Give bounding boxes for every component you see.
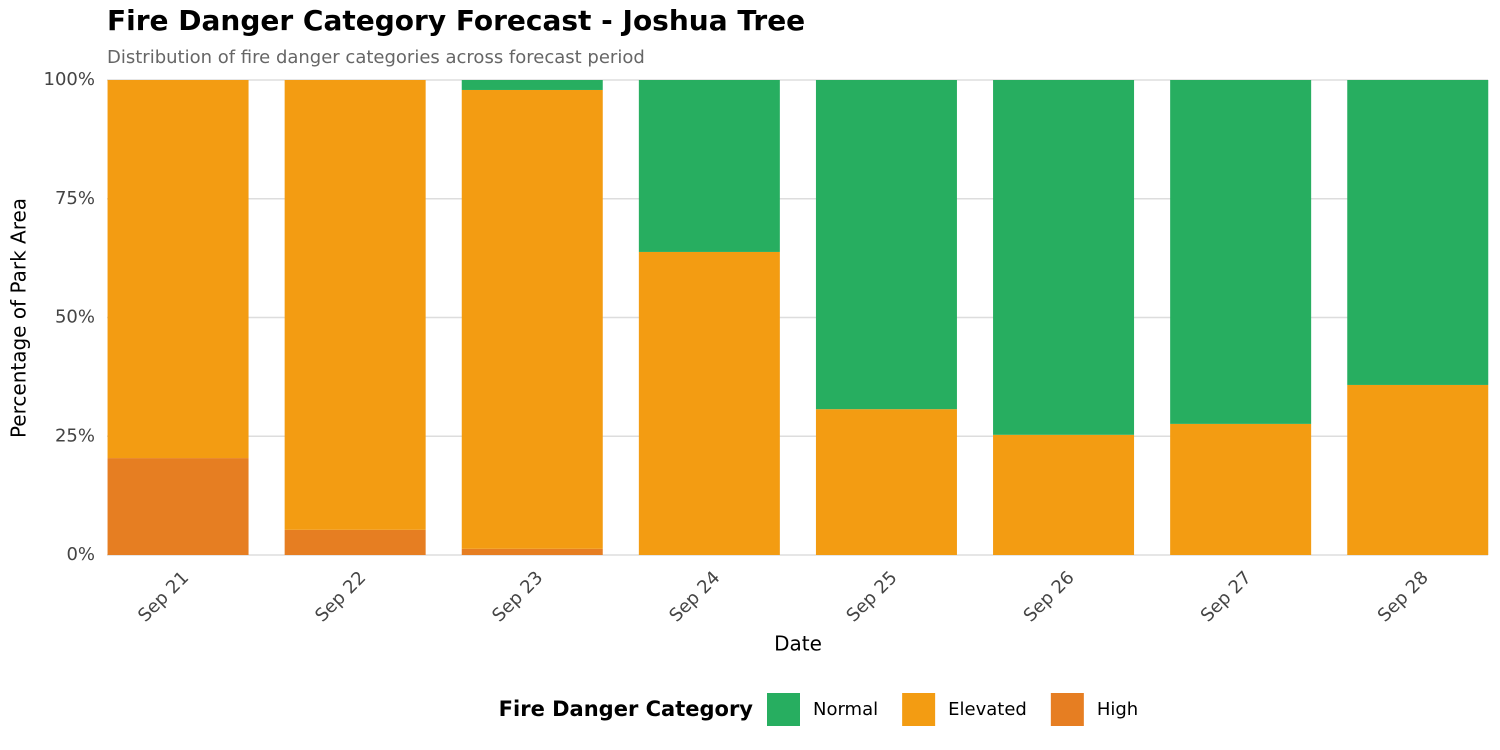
- bar-segment: [284, 529, 426, 555]
- bar-segment: [461, 89, 603, 549]
- legend-title: Fire Danger Category: [499, 697, 754, 721]
- x-tick-label: Sep 22: [311, 567, 370, 626]
- legend-swatch: [767, 693, 800, 726]
- bar-segment: [1170, 423, 1312, 555]
- chart-subtitle: Distribution of fire danger categories a…: [107, 47, 645, 68]
- legend-swatch: [1050, 693, 1084, 726]
- bar-segment: [815, 80, 957, 410]
- x-tick-label: Sep 25: [842, 567, 901, 626]
- x-tick-label: Sep 26: [1020, 567, 1079, 626]
- bar-segment: [1170, 80, 1312, 424]
- bar-segment: [638, 251, 780, 555]
- y-tick-label: 75%: [55, 188, 95, 209]
- bar-segment: [1347, 80, 1489, 385]
- y-axis-title: Percentage of Park Area: [7, 198, 31, 438]
- x-tick-label: Sep 23: [488, 567, 547, 626]
- legend-swatch: [902, 693, 936, 726]
- legend-label: High: [1097, 699, 1138, 720]
- bar-segment: [993, 434, 1135, 555]
- y-tick-label: 0%: [66, 544, 95, 565]
- y-tick-label: 100%: [44, 69, 95, 90]
- legend-label: Normal: [813, 699, 878, 720]
- bar-segment: [815, 409, 957, 555]
- y-tick-label: 50%: [55, 307, 95, 328]
- bar-segment: [461, 548, 603, 555]
- x-tick-label: Sep 28: [1374, 567, 1433, 626]
- bar-segment: [1347, 384, 1489, 555]
- chart-title: Fire Danger Category Forecast - Joshua T…: [107, 4, 805, 37]
- legend-label: Elevated: [948, 699, 1027, 720]
- x-tick-label: Sep 21: [134, 567, 193, 626]
- x-tick-label: Sep 24: [665, 567, 724, 626]
- x-tick-label: Sep 27: [1197, 567, 1256, 626]
- bar-segment: [993, 80, 1135, 435]
- x-axis-title: Date: [774, 632, 822, 656]
- bar-segment: [638, 80, 780, 252]
- bar-segment: [284, 80, 426, 530]
- bar-segment: [461, 80, 603, 90]
- y-tick-label: 25%: [55, 425, 95, 446]
- bar-segment: [107, 80, 249, 459]
- bar-segment: [107, 458, 249, 555]
